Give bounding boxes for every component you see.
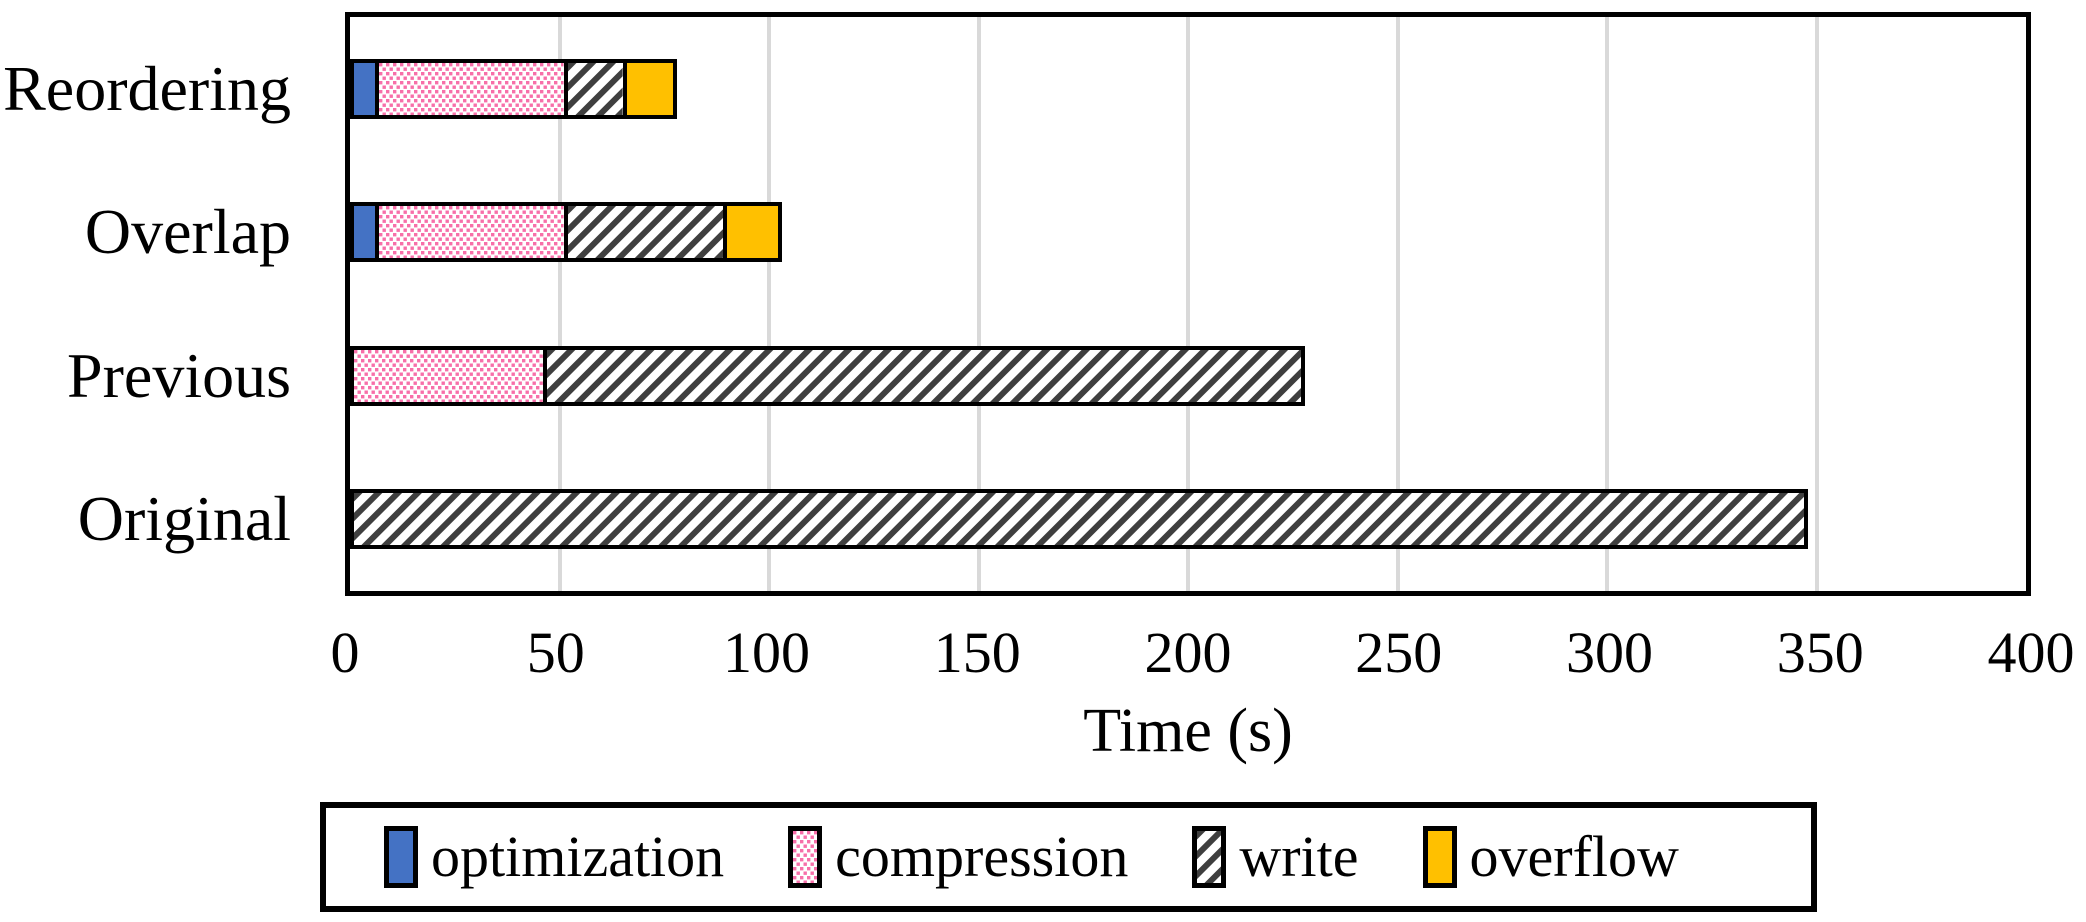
- gridline-150: [976, 17, 981, 591]
- bar-segment-write: [350, 489, 1809, 550]
- gridline-200: [1186, 17, 1190, 591]
- legend-swatch-write: [1192, 826, 1227, 888]
- bar-segment-overflow: [723, 202, 782, 263]
- gridline-300: [1605, 17, 1609, 591]
- gridline-250: [1395, 17, 1400, 591]
- legend-label-overflow: overflow: [1469, 824, 1679, 889]
- legend-item-write: write: [1192, 824, 1359, 889]
- bar-segment-overflow: [622, 58, 677, 119]
- x-axis-tick-label-300: 300: [1566, 620, 1653, 685]
- legend: optimization compression write overflow: [320, 802, 1817, 912]
- x-axis-tick-label-100: 100: [723, 620, 810, 685]
- bar-row-original: [350, 489, 1809, 550]
- gridline-50: [557, 17, 562, 591]
- legend-label-compression: compression: [835, 824, 1129, 889]
- legend-label-write: write: [1239, 824, 1359, 889]
- legend-item-optimization: optimization: [384, 826, 724, 888]
- bar-segment-write: [563, 58, 627, 119]
- x-axis-tick-label-0: 0: [330, 620, 360, 685]
- gridline-350: [1814, 17, 1819, 591]
- bar-segment-write: [542, 345, 1306, 406]
- x-axis-tick-label-400: 400: [1987, 620, 2075, 685]
- x-axis-tick-label-150: 150: [933, 620, 1021, 685]
- bar-row-reordering: [350, 58, 677, 119]
- x-axis-ticks: 0 50 100 150 200 250 300 350 400: [331, 620, 2075, 694]
- bar-segment-compression: [375, 202, 568, 263]
- legend-item-overflow: overflow: [1422, 824, 1679, 889]
- legend-swatch-compression: [788, 826, 823, 888]
- x-axis-tick-label-200: 200: [1144, 620, 1232, 685]
- legend-item-compression: compression: [788, 826, 1128, 888]
- bar-segment-compression: [375, 58, 568, 119]
- plot-inner: [350, 17, 2026, 591]
- y-axis-label-overlap: Overlap: [84, 196, 291, 268]
- bar-segment-compression: [350, 345, 547, 406]
- legend-swatch-optimization: [384, 826, 418, 888]
- x-axis-tick-label-250: 250: [1355, 620, 1443, 685]
- legend-label-optimization: optimization: [431, 824, 725, 889]
- plot-area: [345, 12, 2031, 596]
- legend-swatch-overflow: [1422, 826, 1457, 888]
- bar-row-previous: [350, 345, 1306, 406]
- x-axis-tick-label-350: 350: [1776, 620, 1864, 685]
- x-axis-tick-label-50: 50: [526, 620, 585, 685]
- y-axis-label-original: Original: [77, 483, 291, 555]
- x-axis-title: Time (s): [1083, 697, 1293, 765]
- y-axis-label-reordering: Reordering: [3, 52, 291, 124]
- bar-segment-write: [563, 202, 728, 263]
- y-axis-label-previous: Previous: [67, 339, 291, 411]
- bar-row-overlap: [350, 202, 782, 263]
- gridline-100: [767, 17, 771, 591]
